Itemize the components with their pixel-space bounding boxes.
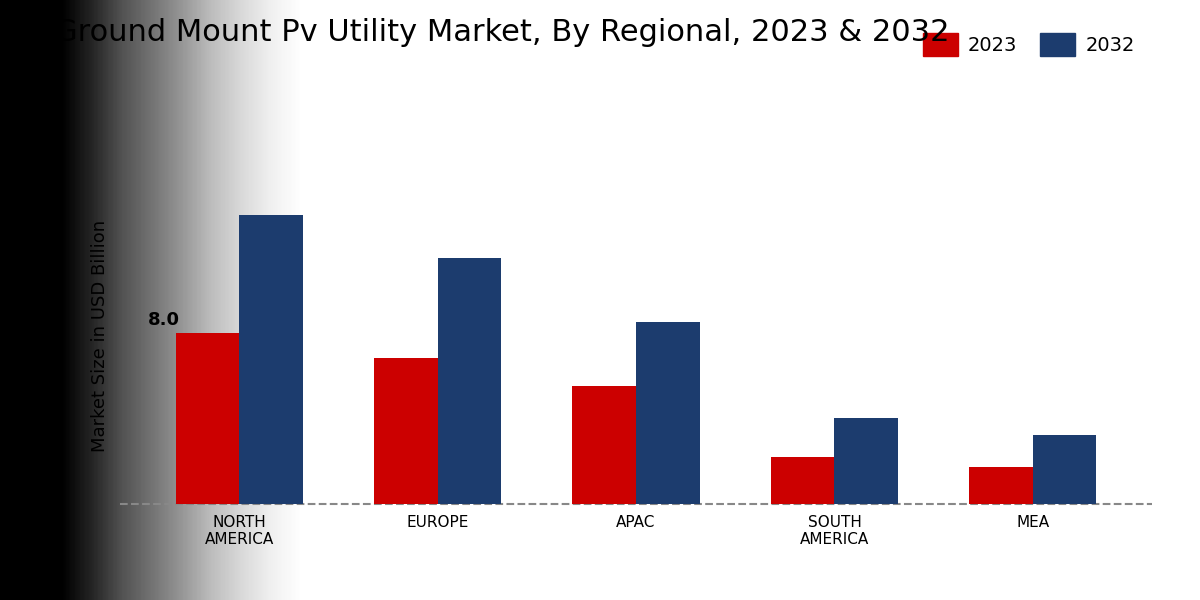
Bar <box>1033 435 1097 503</box>
Bar <box>374 358 438 503</box>
Legend: 2023, 2032: 2023, 2032 <box>916 26 1142 64</box>
Bar <box>970 467 1033 503</box>
Bar <box>239 215 302 503</box>
Text: 8.0: 8.0 <box>148 311 180 329</box>
Y-axis label: Market Size in USD Billion: Market Size in USD Billion <box>91 220 109 452</box>
Bar <box>636 322 700 503</box>
Bar <box>438 258 502 503</box>
Bar <box>175 333 239 503</box>
Bar <box>834 418 898 503</box>
Bar <box>572 386 636 503</box>
Bar <box>770 457 834 503</box>
Text: Ground Mount Pv Utility Market, By Regional, 2023 & 2032: Ground Mount Pv Utility Market, By Regio… <box>54 18 949 47</box>
